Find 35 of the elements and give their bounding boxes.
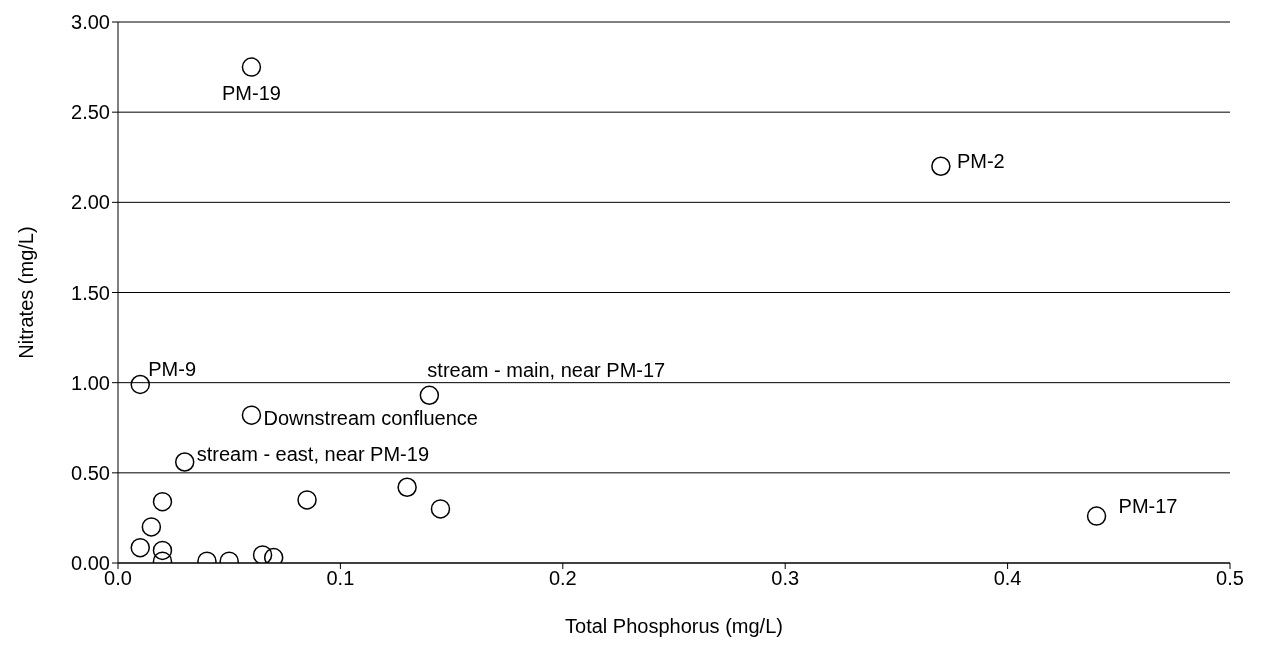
annotation: PM-9 bbox=[148, 357, 197, 380]
point bbox=[931, 156, 951, 177]
annotation: PM-19 bbox=[221, 82, 281, 105]
point bbox=[174, 452, 195, 472]
point bbox=[241, 57, 262, 77]
x-axis-title: Total Phosphorus (mg/L) bbox=[565, 615, 783, 637]
annotation: PM-2 bbox=[956, 149, 1005, 172]
y-tick-label: 1.50 bbox=[71, 281, 110, 304]
y-tick-label: 3.00 bbox=[71, 11, 110, 34]
point bbox=[430, 499, 451, 519]
x-tick-label: 0.5 bbox=[1216, 567, 1244, 590]
annotation: Downstream confluence bbox=[263, 407, 478, 430]
x-tick-label: 0.1 bbox=[326, 567, 355, 590]
y-tick-label: 1.00 bbox=[71, 371, 110, 394]
x-tick-label: 0.3 bbox=[771, 567, 800, 590]
point bbox=[241, 405, 262, 425]
y-tick-label: 2.50 bbox=[71, 101, 110, 124]
point bbox=[297, 490, 317, 510]
point bbox=[152, 491, 173, 512]
annotation: stream - east, near PM-19 bbox=[196, 443, 430, 466]
y-tick-label: 0.50 bbox=[71, 461, 110, 484]
point bbox=[152, 540, 173, 561]
y-axis-title: Nitrates (mg/L) bbox=[15, 226, 38, 359]
annotation: stream - main, near PM-17 bbox=[427, 358, 666, 381]
annotation: PM-17 bbox=[1118, 495, 1178, 518]
point bbox=[397, 477, 417, 498]
point bbox=[252, 545, 273, 563]
point bbox=[130, 374, 150, 395]
point bbox=[141, 517, 162, 537]
point bbox=[419, 385, 440, 406]
x-tick-label: 0.4 bbox=[993, 567, 1022, 590]
x-tick-label: 0.2 bbox=[548, 567, 577, 590]
point bbox=[1086, 506, 1107, 526]
point bbox=[130, 537, 150, 558]
y-tick-label: 2.00 bbox=[71, 191, 110, 214]
